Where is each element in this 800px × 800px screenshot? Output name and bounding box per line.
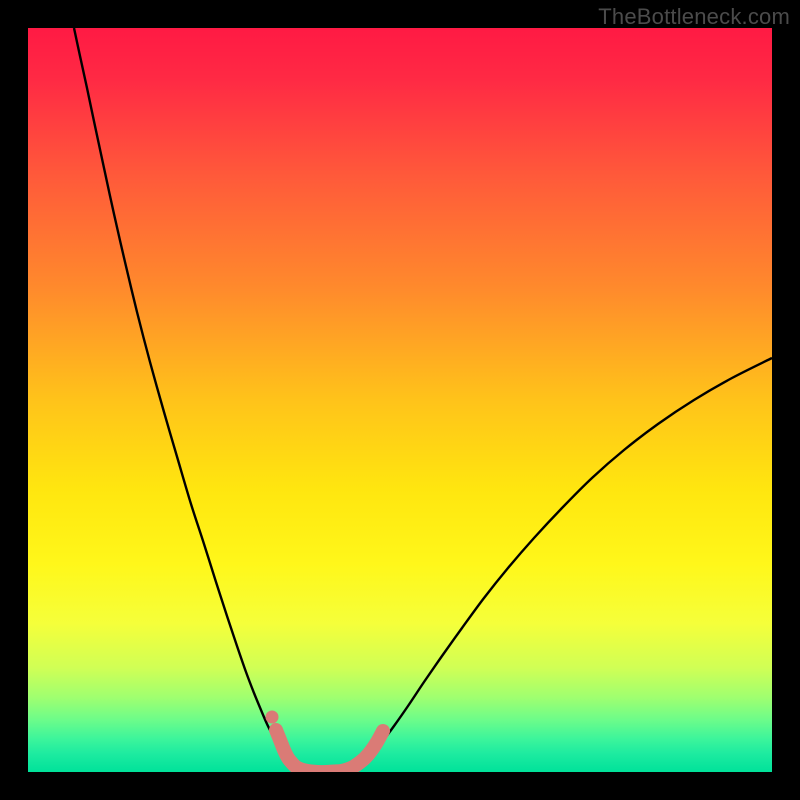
chart-stage: TheBottleneck.com <box>0 0 800 800</box>
optimum-dot <box>266 711 279 724</box>
gradient-background <box>28 28 772 772</box>
watermark-text: TheBottleneck.com <box>598 4 790 30</box>
bottleneck-chart <box>0 0 800 800</box>
